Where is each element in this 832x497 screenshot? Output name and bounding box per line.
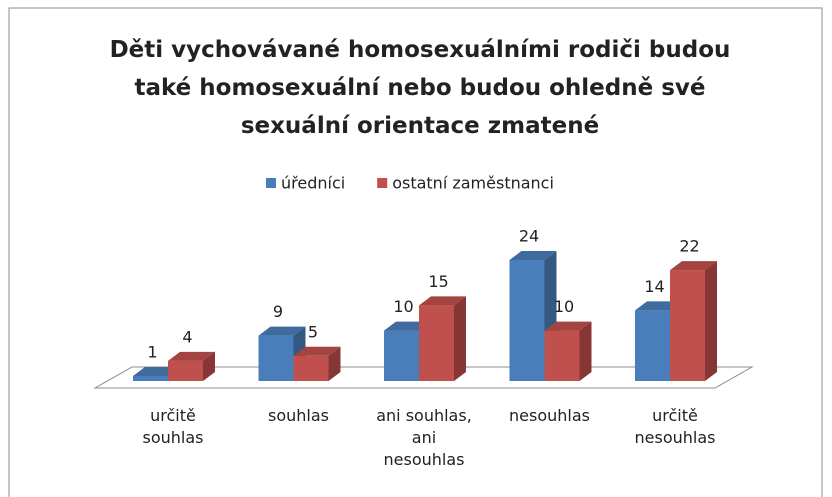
bar-side xyxy=(203,351,215,381)
x-tick-label: nesouhlas xyxy=(509,406,590,425)
bar-top xyxy=(293,346,341,356)
bar-front xyxy=(133,375,168,381)
legend-label: úředníci xyxy=(281,174,345,193)
bar-side-shade xyxy=(454,296,466,381)
bar-top xyxy=(168,351,215,361)
x-tick-label: určitě souhlas xyxy=(142,406,204,447)
bar-side xyxy=(579,321,592,381)
bar-front xyxy=(670,270,705,381)
bar-top-shade xyxy=(168,351,215,361)
bar-front xyxy=(168,360,203,381)
legend-swatch xyxy=(377,178,388,188)
value-label: 24 xyxy=(519,227,539,246)
legend-label: ostatní zaměstnanci xyxy=(392,174,554,193)
bar-top-shade xyxy=(544,321,592,331)
bar-top xyxy=(258,326,306,336)
bar-top xyxy=(544,321,592,331)
bar-top-shade xyxy=(258,326,306,336)
bar xyxy=(670,261,717,381)
bar-top-shade xyxy=(670,261,717,271)
x-tick-label: ani souhlas, ani nesouhlas xyxy=(376,406,472,469)
bar-side xyxy=(705,261,717,381)
bar-top xyxy=(509,251,557,260)
x-tick-label: určitě nesouhlas xyxy=(634,406,716,447)
bar-front xyxy=(293,355,329,381)
bar xyxy=(293,346,341,381)
bar-side-shade xyxy=(705,261,717,381)
bar-front xyxy=(544,330,580,381)
value-label: 10 xyxy=(393,297,413,316)
chart-title: Děti vychovávané homosexuálními rodiči b… xyxy=(110,37,731,139)
x-tick-label: souhlas xyxy=(268,406,329,425)
bar-top xyxy=(670,261,717,271)
value-label: 15 xyxy=(428,272,448,291)
bar-front xyxy=(635,310,670,381)
bar-front xyxy=(384,330,419,381)
legend-swatch xyxy=(266,178,276,188)
bar-side xyxy=(328,346,341,381)
value-label: 5 xyxy=(308,322,318,341)
value-label: 4 xyxy=(182,327,192,346)
bar-top xyxy=(419,296,466,306)
bar-front xyxy=(419,305,454,381)
value-label: 22 xyxy=(679,237,699,256)
value-label: 1 xyxy=(147,342,157,361)
value-label: 14 xyxy=(644,277,664,296)
bar-front xyxy=(258,335,294,381)
chart-border xyxy=(8,7,823,497)
value-label: 9 xyxy=(273,302,283,321)
value-label: 10 xyxy=(554,297,574,316)
bar-side-shade xyxy=(328,346,341,381)
bar xyxy=(544,321,592,381)
bar-side-shade xyxy=(579,321,592,381)
bar xyxy=(168,351,215,381)
bar-top-shade xyxy=(509,251,557,260)
bar xyxy=(419,296,466,381)
bar-side xyxy=(454,296,466,381)
bar-top-shade xyxy=(419,296,466,306)
bar-front xyxy=(509,260,545,381)
bar-top-shade xyxy=(293,346,341,356)
bar-side-shade xyxy=(203,351,215,381)
